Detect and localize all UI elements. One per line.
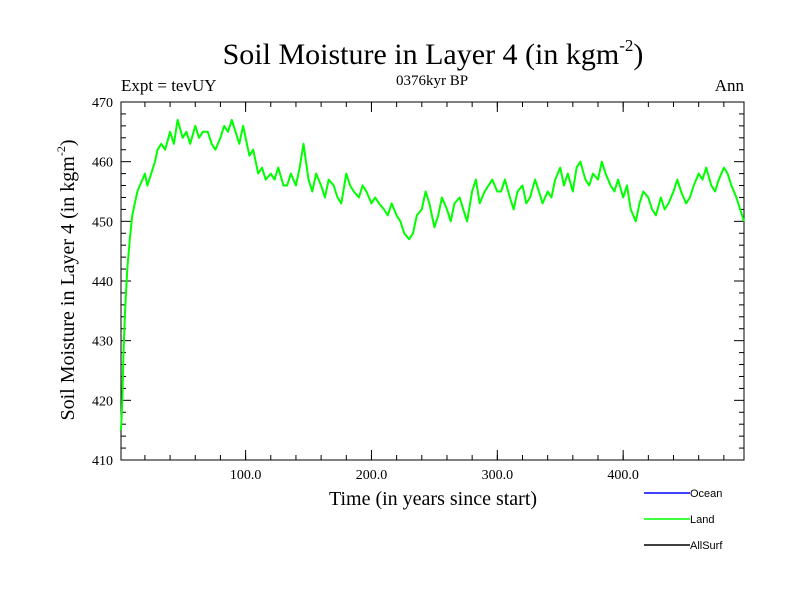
y-axis-label-close: ) — [57, 139, 79, 146]
y-axis-label: Soil Moisture in Layer 4 (in kgm-2) — [54, 139, 79, 420]
y-axis-label-sup: -2 — [54, 146, 68, 156]
y-tick-label: 440 — [92, 275, 113, 290]
chart-title-close: ) — [633, 38, 643, 71]
y-tick-label: 460 — [92, 156, 113, 171]
x-tick-label: 400.0 — [607, 468, 639, 483]
y-tick-label: 470 — [92, 96, 113, 111]
x-tick-label: 200.0 — [356, 468, 388, 483]
legend-label-ocean: Ocean — [690, 488, 722, 500]
y-axis-label-main: Soil Moisture in Layer 4 (in kgm — [57, 156, 79, 421]
legend: Ocean Land AllSurf — [644, 488, 723, 552]
series-line-land — [120, 118, 745, 431]
season-label: Ann — [715, 76, 745, 95]
x-tick-label: 300.0 — [482, 468, 514, 483]
legend-label-land: Land — [690, 514, 714, 526]
legend-label-allsurf: AllSurf — [690, 540, 723, 552]
x-axis-label: Time (in years since start) — [329, 488, 537, 510]
chart-subtitle: 0376kyr BP — [396, 73, 468, 89]
y-tick-label: 450 — [92, 215, 113, 230]
axis-ticks — [121, 101, 744, 461]
y-tick-labels: 410 420 430 440 450 460 470 — [92, 96, 113, 469]
y-tick-label: 420 — [92, 394, 113, 409]
chart-title-sup: -2 — [619, 36, 633, 55]
chart-title: Soil Moisture in Layer 4 (in kgm-2) — [223, 36, 644, 71]
plot-frame — [120, 101, 745, 461]
x-tick-labels: 100.0 200.0 300.0 400.0 — [230, 468, 639, 483]
chart-title-main: Soil Moisture in Layer 4 (in kgm — [223, 38, 620, 71]
y-tick-label: 430 — [92, 335, 113, 350]
series-group — [120, 118, 745, 431]
experiment-label: Expt = tevUY — [121, 76, 217, 95]
x-tick-label: 100.0 — [230, 468, 262, 483]
y-tick-label: 410 — [92, 454, 113, 469]
